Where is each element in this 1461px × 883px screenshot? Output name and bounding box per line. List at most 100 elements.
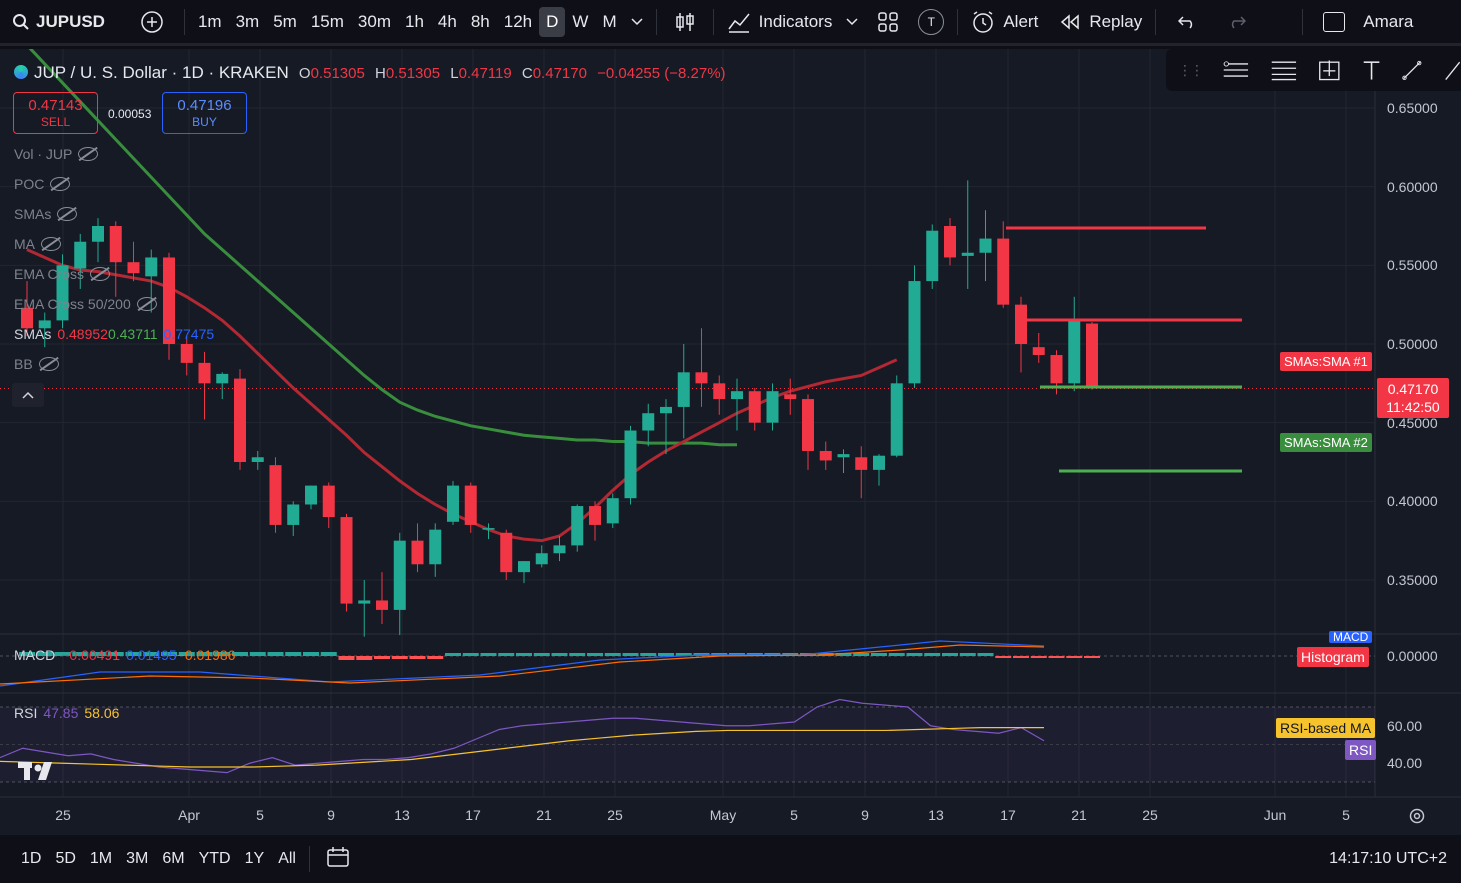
timeframe-dropdown-button[interactable] — [624, 0, 650, 45]
indicators-dropdown-button[interactable] — [839, 0, 865, 45]
time-axis-label: 25 — [55, 807, 71, 823]
fib-icon[interactable] — [1270, 57, 1298, 83]
macd-histogram-bar — [267, 652, 284, 656]
eye-off-icon[interactable] — [41, 237, 61, 251]
timeframe-M[interactable]: M — [602, 11, 617, 31]
candle-body — [837, 454, 850, 458]
chart-type-button[interactable] — [663, 0, 707, 45]
timeframe-D[interactable]: D — [539, 6, 566, 37]
buy-label: BUY — [192, 115, 217, 129]
undo-button[interactable] — [1162, 0, 1212, 45]
brush-icon[interactable] — [1401, 57, 1424, 83]
buy-button[interactable]: 0.47196 BUY — [162, 92, 247, 134]
timeframe-30m[interactable]: 30m — [357, 11, 391, 31]
indicator-poc[interactable]: POC — [14, 176, 71, 192]
timeframe-12h[interactable]: 12h — [503, 11, 533, 31]
rsi-ma-value: 58.06 — [84, 705, 120, 721]
go-to-date-button[interactable] — [316, 846, 360, 873]
eye-off-icon[interactable] — [136, 297, 157, 311]
candle-body — [748, 391, 761, 423]
symbol-label: JUPUSD — [36, 11, 105, 31]
text-icon[interactable] — [1362, 57, 1381, 83]
macd-legend[interactable]: MACD −0.00491 0.01495 −0.01986 — [14, 647, 235, 663]
sell-button[interactable]: 0.47143 SELL — [13, 92, 98, 134]
indicator-vol[interactable]: Vol · JUP — [14, 146, 99, 162]
candle-body — [1015, 304, 1027, 344]
collapse-legend-button[interactable] — [12, 383, 44, 407]
chevron-down-icon — [631, 17, 643, 25]
bottom-toolbar: 1D 5D 1M 3M 6M YTD 1Y All 14:17:10 UTC+2 — [0, 835, 1461, 883]
macd-histogram-bar — [977, 653, 994, 656]
range-ytd[interactable]: YTD — [198, 850, 231, 867]
range-1y[interactable]: 1Y — [244, 850, 265, 867]
pattern-icon[interactable] — [1318, 57, 1342, 83]
indicator-ema-cross[interactable]: EMA Cross — [14, 266, 111, 282]
indicator-label: EMA Cross — [14, 266, 85, 282]
tradingview-logo[interactable] — [18, 760, 58, 787]
axis-settings-button[interactable] — [1408, 807, 1426, 830]
macd-histogram-bar — [107, 652, 124, 656]
macd-histogram-bar — [587, 653, 603, 656]
candle-body — [56, 265, 69, 321]
range-5d[interactable]: 5D — [55, 850, 76, 867]
redo-button[interactable] — [1212, 0, 1262, 45]
trend-lines-icon[interactable] — [1222, 57, 1250, 83]
eye-off-icon[interactable] — [50, 177, 71, 191]
timeframe-15m[interactable]: 15m — [310, 11, 344, 31]
macd-histogram-bar — [232, 652, 248, 656]
symbol-search[interactable]: JUPUSD — [0, 0, 112, 45]
indicator-smas[interactable]: SMAs 0.48952 0.43711 0.77475 — [14, 326, 214, 342]
time-axis-label: 9 — [861, 807, 869, 823]
rsi-legend[interactable]: RSI 47.85 58.06 — [14, 705, 119, 721]
date-range-group: 1D 5D 1M 3M 6M YTD 1Y All — [0, 850, 303, 868]
pencil-icon[interactable] — [1444, 57, 1461, 83]
range-1d[interactable]: 1D — [21, 850, 42, 867]
drag-handle-icon[interactable]: ⋮⋮ — [1178, 61, 1204, 78]
timeframe-1m[interactable]: 1m — [197, 11, 222, 31]
chevron-up-icon — [22, 391, 34, 399]
eye-off-icon[interactable] — [78, 147, 99, 161]
chart-svg[interactable] — [0, 49, 1461, 835]
macd-histogram-bar — [924, 653, 941, 656]
chart-area[interactable]: JUP / U. S. Dollar · 1D · KRAKEN O0.5130… — [0, 49, 1461, 835]
price-axis-label: 0.60000 — [1387, 178, 1438, 195]
timeframe-4h[interactable]: 4h — [437, 11, 457, 31]
timeframe-3m[interactable]: 3m — [235, 11, 260, 31]
indicator-ema-cross-50-200[interactable]: EMA Cross 50/200 — [14, 296, 157, 312]
timeframe-1h[interactable]: 1h — [405, 11, 424, 31]
ohlc-values: O0.51305 H0.51305 L0.47119 C0.47170 −0.0… — [299, 65, 726, 82]
range-1m[interactable]: 1M — [89, 850, 113, 867]
candle-body — [944, 226, 956, 258]
indicator-label: MA — [14, 236, 35, 252]
template-button[interactable]: T — [911, 0, 951, 45]
clock[interactable]: 14:17:10 UTC+2 — [1329, 850, 1447, 867]
candle-body — [145, 257, 158, 277]
indicator-ma[interactable]: MA — [14, 236, 61, 252]
undo-icon — [1178, 15, 1193, 29]
indicator-smas-hidden[interactable]: SMAs — [14, 206, 78, 222]
candle-body — [926, 230, 939, 282]
time-axis-label: 13 — [928, 807, 944, 823]
eye-off-icon[interactable] — [90, 267, 111, 281]
compare-symbol-button[interactable] — [112, 0, 178, 45]
eye-off-icon[interactable] — [38, 357, 59, 371]
indicator-bb[interactable]: BB — [14, 356, 59, 372]
range-all[interactable]: All — [278, 850, 296, 867]
range-6m[interactable]: 6M — [162, 850, 185, 867]
candle-body — [571, 506, 584, 546]
timeframe-W[interactable]: W — [572, 11, 589, 31]
candle-body — [890, 383, 903, 456]
alert-button[interactable]: Alert — [964, 0, 1045, 45]
eye-off-icon[interactable] — [57, 207, 78, 221]
spread-value: 0.00053 — [108, 107, 152, 121]
macd-histogram-bar — [196, 652, 213, 656]
layouts-button[interactable] — [865, 0, 911, 45]
replay-button[interactable]: Replay — [1045, 0, 1149, 45]
close-value: 0.47170 — [532, 65, 587, 82]
indicators-button[interactable]: Indicators — [720, 0, 840, 45]
range-3m[interactable]: 3M — [126, 850, 149, 867]
timeframe-8h[interactable]: 8h — [470, 11, 490, 31]
gear-icon — [1409, 808, 1425, 824]
user-menu-button[interactable]: Amara — [1309, 0, 1420, 45]
timeframe-5m[interactable]: 5m — [273, 11, 297, 31]
